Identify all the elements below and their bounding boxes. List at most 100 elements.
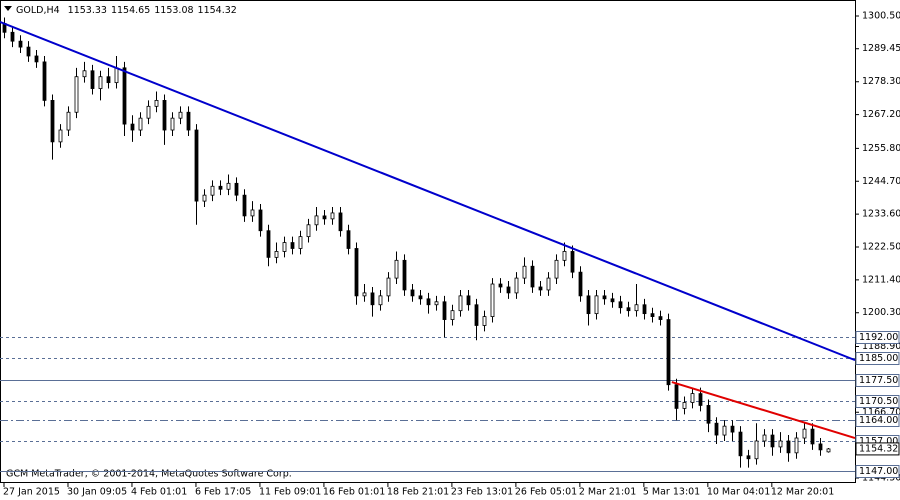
candle-body <box>314 215 319 226</box>
x-tick-label: 4 Feb 01:01 <box>131 487 187 498</box>
candle-body <box>538 286 543 291</box>
candle-body <box>234 182 239 196</box>
header: GOLD,H4 1153.33 1154.65 1153.08 1154.32 <box>16 5 237 16</box>
candle-body <box>810 428 815 445</box>
candle-body <box>690 393 695 403</box>
level-label: 1170.50 <box>859 396 898 407</box>
candle-body <box>490 283 495 317</box>
candle-body <box>650 313 655 317</box>
candle-body <box>498 283 503 288</box>
candle-body <box>458 295 463 312</box>
candle-body <box>794 437 799 454</box>
candle-body <box>506 286 511 294</box>
candle-body <box>258 209 263 232</box>
y-tick-label: 1200.30 <box>862 307 900 318</box>
level-label-box <box>855 352 900 365</box>
open: 1153.33 <box>68 5 107 16</box>
candle-body <box>18 40 23 48</box>
level-label-box <box>855 331 900 344</box>
level-label-box <box>855 414 900 427</box>
candle-body <box>282 242 287 252</box>
candle-body <box>626 307 631 312</box>
x-tick-label: 10 Mar 04:01 <box>707 487 770 498</box>
close: 1154.32 <box>198 5 237 16</box>
level-label: 1164.00 <box>859 415 898 426</box>
candle-body <box>802 428 807 439</box>
candle-body <box>322 215 327 220</box>
candle-body <box>354 248 359 297</box>
y-tick-label: 1278.30 <box>862 76 900 87</box>
level-label: 1157.00 <box>859 436 898 447</box>
candle-body <box>546 277 551 291</box>
candle-body <box>50 100 55 143</box>
candle-body <box>770 434 775 448</box>
candle-body <box>170 117 175 131</box>
candle-body <box>674 384 679 409</box>
candle-body <box>290 242 295 249</box>
candle-body <box>482 316 487 326</box>
candle-body <box>370 292 375 306</box>
y-tick-label: 1166.70 <box>862 407 900 418</box>
x-tick-label: 12 Mar 20:01 <box>771 487 834 498</box>
x-tick-label: 2 Mar 21:01 <box>579 487 636 498</box>
candle-body <box>666 319 671 386</box>
candle-body <box>58 129 63 143</box>
candle-body <box>602 295 607 300</box>
candle-body <box>154 100 159 107</box>
y-tick-label: 1300.50 <box>862 11 900 22</box>
candle-body <box>714 422 719 436</box>
candle-body <box>66 111 71 131</box>
candle-body <box>562 251 567 261</box>
level-label: 1185.00 <box>859 353 898 364</box>
candle-body <box>578 271 583 297</box>
y-tick-label: 1267.20 <box>862 109 900 120</box>
y-tick-label: 1188.90 <box>862 341 900 352</box>
candle-body <box>554 259 559 279</box>
candle-body <box>130 123 135 131</box>
candle-body <box>818 443 823 451</box>
price-label: 1154.32 <box>859 443 898 454</box>
x-tick-label: 26 Feb 05:01 <box>515 487 577 498</box>
candle-body <box>730 425 735 433</box>
price-box <box>855 442 900 456</box>
y-tick-label: 1233.60 <box>862 209 900 220</box>
candle-body <box>762 434 767 442</box>
candle-body <box>186 111 191 131</box>
candle-body <box>634 304 639 312</box>
x-tick-label: 18 Feb 21:01 <box>387 487 449 498</box>
candle-body <box>106 76 111 84</box>
plot-frame <box>0 0 856 483</box>
candle-body <box>522 265 527 279</box>
trendline <box>671 381 856 439</box>
candle-body <box>426 298 431 306</box>
candle-body <box>754 440 759 460</box>
candle-body <box>90 70 95 89</box>
level-label: 1192.00 <box>859 332 898 343</box>
candle-body <box>786 440 791 454</box>
candle-body <box>34 55 39 63</box>
y-tick-label: 1289.45 <box>862 43 900 54</box>
candle-body <box>826 448 831 453</box>
candle-body <box>466 295 471 306</box>
candle-body <box>402 259 407 291</box>
candle-body <box>570 251 575 273</box>
symbol: GOLD,H4 <box>16 5 60 16</box>
candle-body <box>442 301 447 320</box>
candle-body <box>706 405 711 424</box>
x-tick-label: 16 Feb 01:01 <box>323 487 385 498</box>
candle-body <box>386 277 391 297</box>
trendline <box>0 20 856 362</box>
candle-body <box>194 129 199 202</box>
candle-body <box>682 402 687 409</box>
candle-body <box>274 251 279 258</box>
high: 1154.65 <box>111 5 150 16</box>
candle-body <box>530 265 535 288</box>
candle-body <box>114 67 119 84</box>
candle-body <box>642 304 647 315</box>
candle-body <box>122 67 127 125</box>
x-tick-label: 30 Jan 09:05 <box>67 487 127 498</box>
candle-body <box>210 185 215 196</box>
candle-body <box>434 301 439 306</box>
